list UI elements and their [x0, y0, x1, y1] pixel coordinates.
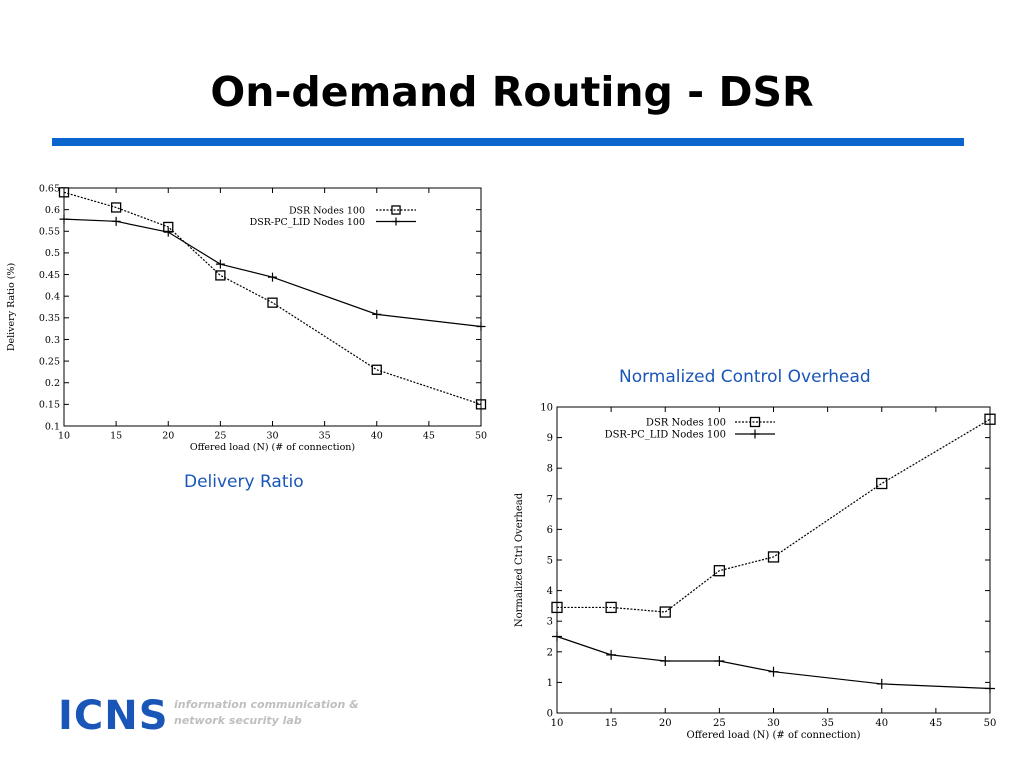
- data-point-plus: [985, 683, 995, 694]
- y-tick-label: 0.2: [45, 378, 60, 389]
- data-point-square: [58, 187, 70, 198]
- y-tick-label: 1: [547, 678, 553, 689]
- y-tick-label: 0.25: [39, 356, 60, 367]
- y-tick-label: 0.15: [39, 400, 60, 411]
- legend-label-2: DSR-PC_LID Nodes 100: [605, 430, 726, 441]
- y-axis-label: Delivery Ratio (%): [6, 263, 17, 351]
- legend-label-1: DSR Nodes 100: [289, 205, 365, 216]
- slide-title: On-demand Routing - DSR: [210, 68, 814, 116]
- x-tick-label: 25: [713, 718, 726, 729]
- data-point-square: [659, 606, 671, 618]
- data-point-plus: [111, 216, 121, 226]
- y-tick-label: 6: [547, 525, 553, 536]
- data-point-square: [267, 297, 278, 308]
- data-point-square: [475, 399, 487, 410]
- y-tick-label: 0.1: [45, 421, 60, 432]
- y-tick-label: 0.4: [45, 292, 60, 303]
- y-tick-label: 0.55: [39, 227, 60, 238]
- y-tick-label: 2: [547, 647, 553, 658]
- x-tick-label: 45: [423, 431, 435, 442]
- legend-label-2: DSR-PC_LID Nodes 100: [250, 217, 365, 228]
- x-tick-label: 35: [821, 718, 834, 729]
- x-tick-label: 15: [110, 431, 122, 442]
- y-tick-label: 0.5: [45, 248, 60, 259]
- x-tick-label: 20: [162, 431, 174, 442]
- data-point-plus: [660, 655, 671, 666]
- y-tick-label: 0.35: [39, 313, 60, 324]
- y-tick-label: 3: [547, 617, 553, 628]
- logo-tagline-line2: network security lab: [174, 714, 302, 727]
- data-point-square: [767, 551, 780, 563]
- x-tick-label: 30: [266, 431, 278, 442]
- y-tick-label: 0.45: [39, 270, 60, 281]
- x-tick-label: 50: [475, 431, 487, 442]
- x-tick-label: 10: [551, 718, 564, 729]
- data-point-square: [605, 601, 617, 614]
- data-point-plus: [268, 272, 277, 282]
- logo-tagline: information communication & network secu…: [174, 697, 359, 729]
- series-line-1: [557, 418, 991, 613]
- y-tick-label: 0: [547, 709, 553, 720]
- series-line-2: [556, 635, 991, 690]
- x-tick-label: 40: [875, 718, 888, 729]
- y-tick-label: 9: [547, 433, 553, 444]
- data-point-plus: [163, 227, 173, 237]
- legend-label-1: DSR Nodes 100: [646, 418, 726, 429]
- x-axis-label: Offered load (N) (# of connection): [687, 730, 861, 741]
- y-tick-label: 0.6: [45, 205, 60, 216]
- y-tick-label: 5: [547, 556, 553, 567]
- data-point-square: [371, 364, 382, 375]
- data-point-plus: [372, 309, 382, 319]
- x-tick-label: 10: [58, 431, 70, 442]
- x-tick-label: 45: [930, 718, 943, 729]
- title-divider: [52, 138, 964, 146]
- data-point-square: [984, 413, 996, 425]
- legend-marker-plus: [391, 217, 401, 226]
- data-point-square: [551, 601, 563, 614]
- data-point-plus: [768, 666, 779, 677]
- x-tick-label: 40: [371, 431, 383, 442]
- data-point-square: [876, 477, 888, 490]
- legend-marker-square: [391, 205, 401, 215]
- data-point-plus: [476, 321, 486, 331]
- data-point-plus: [215, 259, 225, 269]
- legend-marker-plus: [750, 429, 760, 439]
- legend-marker-square: [749, 416, 761, 428]
- y-tick-label: 4: [547, 586, 553, 597]
- x-tick-label: 25: [214, 431, 226, 442]
- data-point-square: [215, 270, 226, 281]
- series-line-1: [63, 191, 482, 405]
- control-overhead-caption: Normalized Control Overhead: [619, 367, 871, 387]
- x-axis-label: Offered load (N) (# of connection): [190, 442, 355, 453]
- x-tick-label: 35: [319, 431, 331, 442]
- data-point-plus: [876, 678, 887, 689]
- data-point-plus: [59, 214, 69, 224]
- y-tick-label: 0.65: [39, 183, 60, 194]
- data-point-plus: [552, 631, 562, 642]
- x-tick-label: 15: [605, 718, 618, 729]
- y-tick-label: 8: [547, 464, 553, 475]
- data-point-plus: [606, 649, 617, 660]
- x-tick-label: 20: [659, 718, 672, 729]
- y-tick-label: 0.3: [45, 335, 60, 346]
- y-axis-label: Normalized Ctrl Overhead: [514, 492, 525, 627]
- data-point-plus: [714, 655, 725, 666]
- logo-tagline-line1: information communication &: [174, 698, 359, 711]
- logo-mark: ICNS: [58, 693, 169, 739]
- y-tick-label: 10: [540, 403, 553, 414]
- delivery-ratio-caption: Delivery Ratio: [184, 472, 304, 492]
- x-tick-label: 50: [984, 718, 997, 729]
- y-tick-label: 7: [547, 494, 553, 505]
- data-point-square: [110, 202, 122, 213]
- data-point-square: [713, 565, 726, 577]
- x-tick-label: 30: [767, 718, 780, 729]
